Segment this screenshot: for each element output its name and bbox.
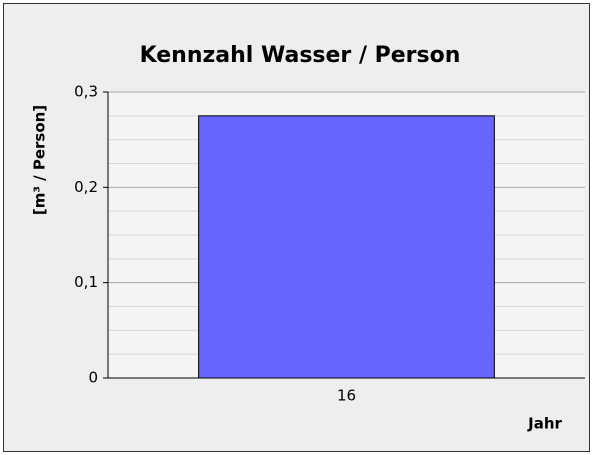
- y-tick-label: 0,3: [74, 83, 98, 101]
- y-tick-label: 0,2: [74, 178, 98, 196]
- bar: [198, 115, 495, 379]
- y-axis-label: [m³ / Person]: [31, 105, 49, 215]
- x-axis-label: Jahr: [527, 415, 562, 433]
- y-tick-label: 0: [88, 369, 98, 387]
- y-tick-label: 0,1: [74, 273, 98, 291]
- chart-title: Kennzahl Wasser / Person: [140, 43, 461, 68]
- x-tick-label: 16: [337, 387, 356, 405]
